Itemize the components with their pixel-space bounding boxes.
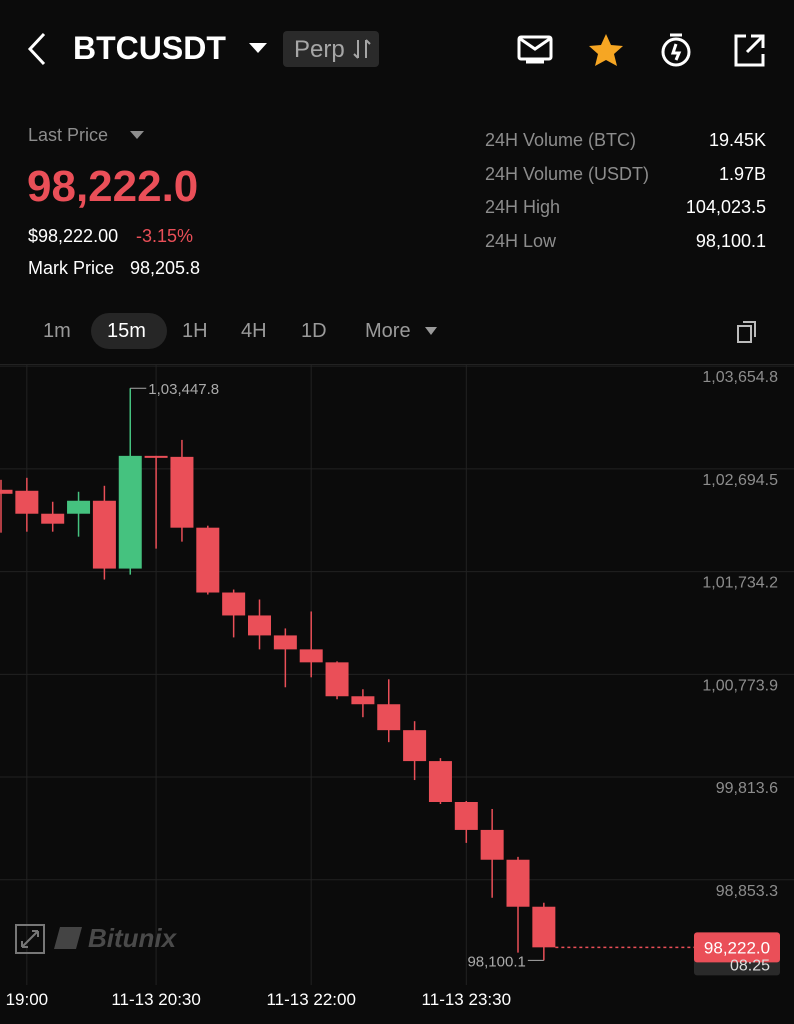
interval[interactable]: 1H: [182, 320, 208, 342]
watermark: Bitunix: [88, 923, 178, 953]
y-tick-label: 99,813.6: [716, 780, 778, 797]
candle-body: [299, 649, 323, 663]
price-tag-label: 98,222.0: [704, 938, 770, 957]
interval[interactable]: 1D: [301, 320, 327, 342]
divider: [0, 364, 794, 365]
y-tick-label: 1,02,694.5: [702, 472, 778, 489]
stat-value: 1.97B: [718, 163, 766, 184]
stat-label: 24H Volume (USDT): [485, 163, 650, 184]
candle-body: [170, 456, 194, 528]
expand-icon: [15, 924, 45, 954]
x-tick-label: 11-13 23:30: [422, 990, 511, 1009]
perp-tag: [283, 31, 379, 67]
x-tick-label: 19:00: [6, 990, 49, 1009]
last-price-dropdown[interactable]: [129, 130, 145, 140]
candle-body: [67, 500, 91, 514]
stat-value: 19.45K: [708, 130, 766, 150]
perp-icon: [353, 39, 371, 59]
candle-body: [532, 906, 556, 948]
x-tick-label: 11-13 20:30: [111, 990, 200, 1009]
candle-body: [377, 704, 401, 731]
candle-body: [15, 490, 39, 514]
copy-icon[interactable]: [736, 320, 758, 344]
interval-selected-bg: [91, 313, 167, 349]
low-label: 98,100.1: [467, 953, 525, 970]
candle-body: [454, 801, 478, 830]
chart: 19:00 11-13 20:30 11-13 22:00 11-13 23:30 1,…: [0, 365, 794, 1009]
candle-body: [428, 761, 452, 802]
candle-body: [480, 829, 504, 860]
interval[interactable]: 15m: [107, 320, 146, 342]
more-dropdown[interactable]: [424, 326, 438, 336]
y-tick-label: 1,00,773.9: [702, 677, 778, 694]
candle-body: [41, 513, 65, 524]
y-tick-label: 1,03,654.8: [702, 369, 778, 386]
price-tag: [694, 932, 780, 963]
back-button[interactable]: [24, 30, 52, 68]
mark-price-label: Mark Price: [28, 258, 115, 278]
candle-body: [0, 489, 13, 494]
candle-body: [403, 730, 427, 762]
stat-label: 24H High: [485, 197, 561, 217]
stat-label: 24H Low: [485, 230, 557, 251]
candle-body: [325, 662, 349, 697]
symbol-dropdown[interactable]: [248, 42, 268, 54]
countdown: 08:25: [730, 957, 770, 974]
candle-body: [196, 527, 220, 593]
high-label: 1,03,447.8: [148, 381, 219, 398]
price-change: -3.15%: [136, 226, 194, 246]
watermark-logo: [54, 927, 82, 949]
candle-body: [506, 859, 530, 907]
interval[interactable]: 1m: [43, 320, 71, 342]
mark-price: 98,205.8: [130, 258, 201, 278]
stat-label: 24H Volume (BTC): [485, 130, 637, 150]
interval[interactable]: 4H: [241, 320, 267, 342]
x-tick-label: 11-13 22:00: [266, 990, 355, 1009]
last-price-label: Last Price: [28, 125, 109, 145]
candle-body: [222, 592, 246, 616]
candle-body: [248, 615, 271, 636]
y-tick-label: 1,01,734.2: [702, 575, 778, 592]
usd-price: $98,222.00: [28, 226, 119, 246]
candle-body: [144, 455, 168, 458]
interval[interactable]: More: [365, 320, 411, 342]
stat-value: 104,023.5: [685, 197, 766, 217]
perp-text: Perp: [294, 36, 345, 63]
symbol[interactable]: BTCUSDT: [73, 30, 226, 66]
toolbar-icons[interactable]: [516, 32, 776, 68]
stat-value: 98,100.1: [695, 230, 766, 251]
candle-body: [92, 500, 116, 569]
y-tick-label: 98,853.3: [716, 883, 778, 900]
candle-body: [118, 455, 142, 569]
last-price: 98,222.0: [27, 162, 199, 211]
candle-body: [273, 635, 297, 650]
candle-body: [351, 696, 375, 705]
